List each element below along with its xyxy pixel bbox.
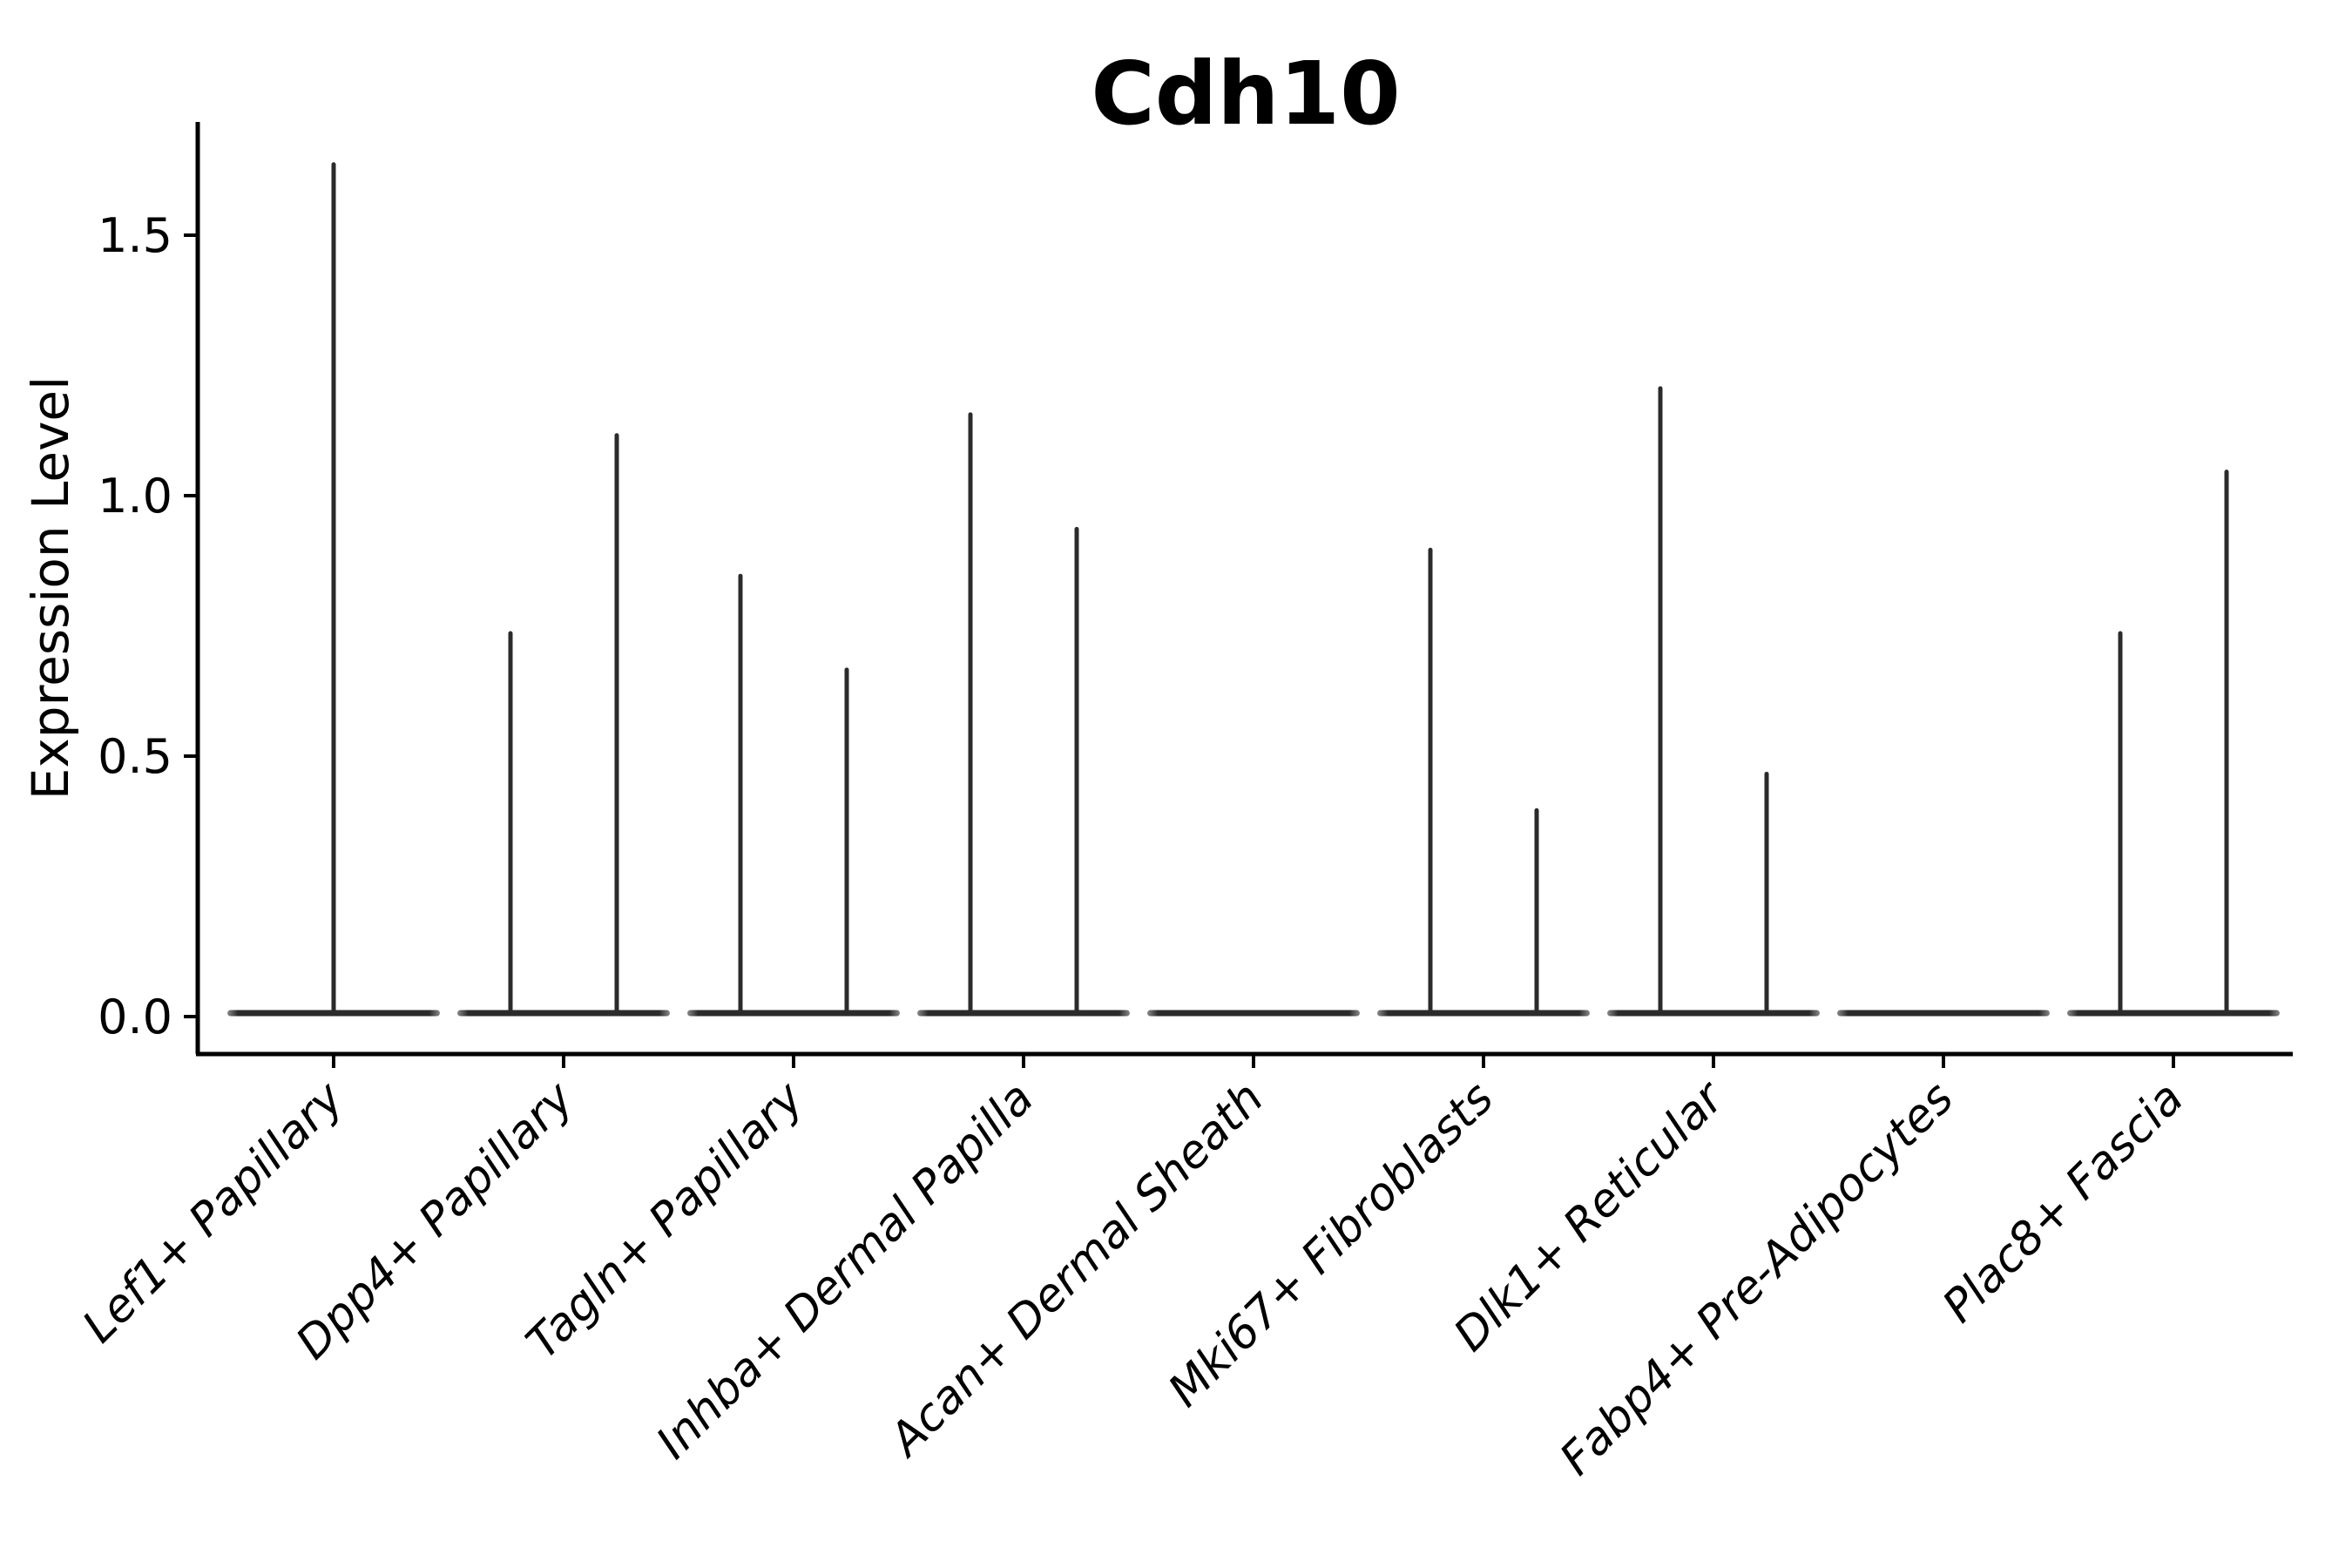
violin-7 (1607, 386, 1820, 1017)
y-tick-label: 1.0 (98, 469, 172, 524)
y-axis-ticks: 0.0 0.5 1.0 1.5 (98, 208, 198, 1044)
y-tick-label: 0.0 (98, 990, 172, 1044)
violin-baseline (1377, 1010, 1590, 1017)
violin-spike (614, 433, 619, 1014)
violin-baseline (2067, 1010, 2280, 1017)
violin-baseline (1837, 1010, 2050, 1017)
violin-spike (2224, 470, 2229, 1014)
violin-6 (1377, 547, 1590, 1017)
x-category-label: Fabp4+ Pre-Adipocytes (1551, 1072, 1964, 1486)
y-axis-label: Expression Level (21, 376, 80, 800)
violin-spike (1074, 526, 1079, 1014)
violin-baseline (1147, 1010, 1360, 1017)
violin-spike (331, 162, 336, 1014)
violin-spike (1764, 771, 1769, 1014)
violin-1 (227, 162, 440, 1017)
violin-spike (738, 573, 743, 1014)
violin-baseline (687, 1010, 900, 1017)
y-tick-label: 1.5 (98, 208, 172, 263)
violin-baseline (917, 1010, 1130, 1017)
violin-8 (1837, 1010, 2050, 1017)
x-category-label: Acan+ Dermal Sheath (878, 1072, 1274, 1468)
x-category-label: Plac8+ Fascia (1933, 1072, 2193, 1333)
violin-2 (457, 433, 670, 1017)
violin-spike (508, 631, 513, 1014)
x-category-label: Inhba+ Dermal Papilla (646, 1072, 1044, 1470)
y-tick-label: 0.5 (98, 729, 172, 784)
violin-spike (1428, 547, 1433, 1014)
violin-spike (1658, 386, 1663, 1014)
violin-spike (2118, 631, 2123, 1014)
violin-spike (844, 667, 849, 1014)
violin-baseline (457, 1010, 670, 1017)
violin-4 (917, 412, 1130, 1017)
violin-spike (1534, 808, 1539, 1014)
violins (227, 162, 2280, 1017)
violin-spike (968, 412, 973, 1014)
violin-5 (1147, 1010, 1360, 1017)
violin-9 (2067, 470, 2280, 1017)
violin-baseline (1607, 1010, 1820, 1017)
chart-title: Cdh10 (1091, 43, 1400, 145)
violin-3 (687, 573, 900, 1017)
